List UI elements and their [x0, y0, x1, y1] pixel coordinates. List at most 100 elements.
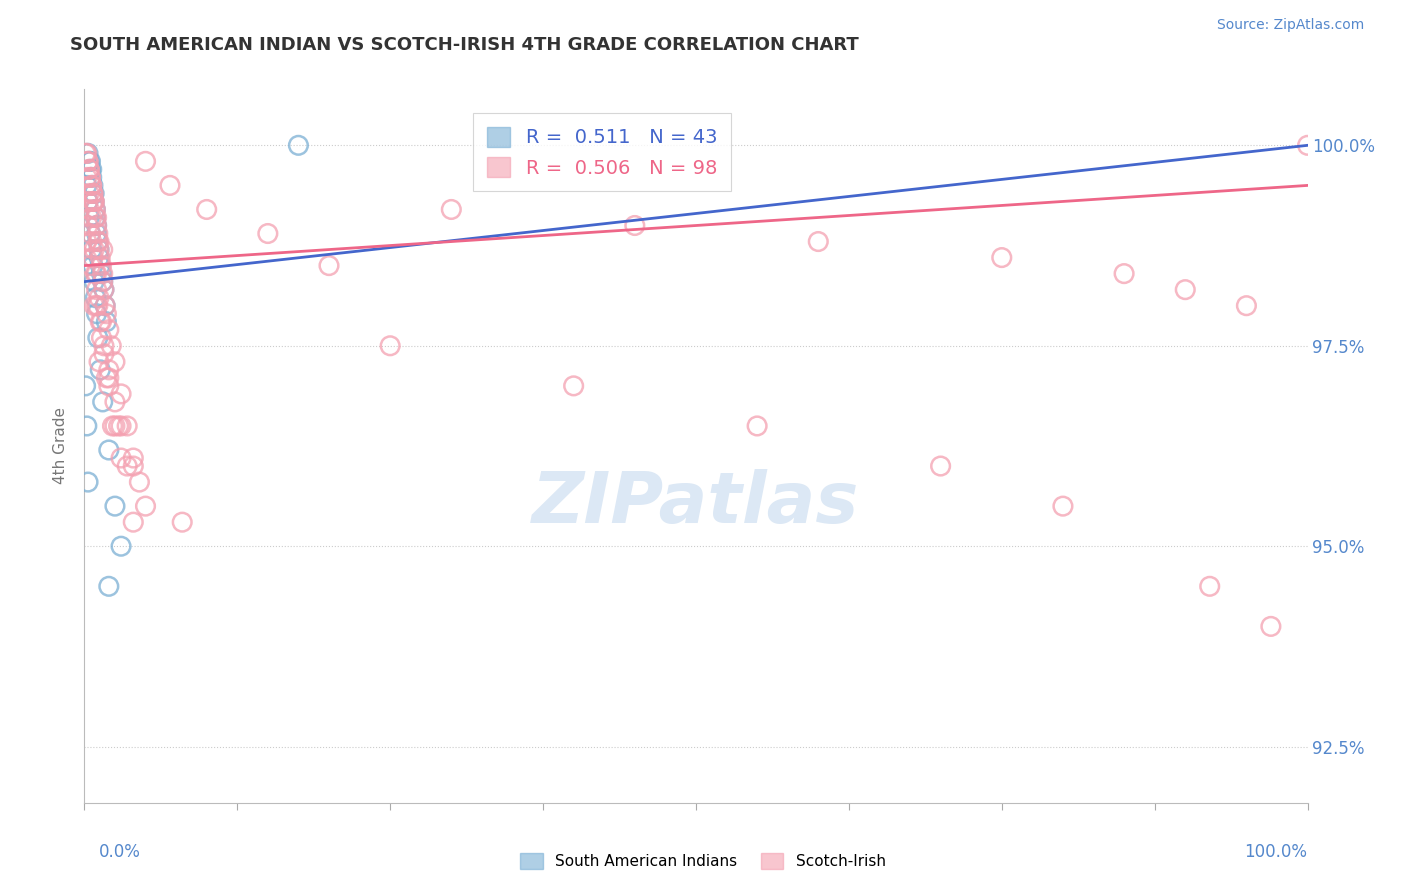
Point: [89, 259, 111, 273]
Point: [86, 219, 108, 233]
Point: [77, 194, 100, 209]
Point: [84, 202, 107, 217]
Point: [77, 162, 100, 177]
Point: [84, 211, 107, 225]
Point: [75, 379, 97, 393]
Point: [79, 170, 101, 185]
Point: [440, 202, 463, 217]
Point: [87, 235, 110, 249]
Point: [93, 283, 115, 297]
Point: [77, 202, 100, 217]
Point: [1296, 138, 1319, 153]
Point: [82, 194, 104, 209]
Point: [380, 339, 402, 353]
Point: [87, 355, 110, 369]
Point: [86, 211, 108, 225]
Point: [87, 291, 110, 305]
Point: [115, 419, 138, 434]
Point: [80, 162, 103, 177]
Point: [87, 235, 110, 249]
Point: [82, 186, 104, 201]
Point: [77, 194, 100, 209]
Point: [77, 186, 100, 201]
Point: [77, 154, 100, 169]
Text: 100.0%: 100.0%: [1244, 843, 1308, 861]
Point: [86, 219, 108, 233]
Point: [84, 211, 107, 225]
Point: [77, 475, 100, 489]
Point: [86, 299, 108, 313]
Point: [77, 154, 100, 169]
Point: [91, 267, 114, 281]
Point: [624, 219, 647, 233]
Point: [135, 154, 157, 169]
Point: [87, 299, 110, 313]
Text: SOUTH AMERICAN INDIAN VS SCOTCH-IRISH 4TH GRADE CORRELATION CHART: SOUTH AMERICAN INDIAN VS SCOTCH-IRISH 4T…: [70, 36, 859, 54]
Point: [257, 227, 280, 241]
Point: [90, 267, 112, 281]
Text: 0.0%: 0.0%: [98, 843, 141, 861]
Point: [89, 251, 111, 265]
Point: [101, 419, 124, 434]
Point: [86, 283, 108, 297]
Point: [318, 259, 340, 273]
Point: [87, 243, 110, 257]
Point: [83, 299, 105, 313]
Point: [83, 243, 105, 257]
Point: [79, 162, 101, 177]
Y-axis label: 4th Grade: 4th Grade: [53, 408, 69, 484]
Point: [110, 450, 132, 465]
Point: [104, 395, 127, 409]
Point: [83, 186, 105, 201]
Point: [80, 178, 103, 193]
Point: [75, 146, 97, 161]
Point: [87, 243, 110, 257]
Point: [79, 259, 101, 273]
Point: [97, 371, 120, 385]
Point: [79, 170, 101, 185]
Point: [77, 154, 100, 169]
Point: [110, 419, 132, 434]
Point: [94, 299, 117, 313]
Point: [87, 251, 110, 265]
Point: [76, 178, 98, 193]
Point: [929, 458, 952, 473]
Point: [83, 194, 105, 209]
Point: [1260, 619, 1282, 633]
Point: [135, 499, 157, 513]
Point: [77, 211, 100, 225]
Point: [84, 202, 107, 217]
Point: [1198, 579, 1220, 593]
Point: [172, 515, 194, 529]
Point: [80, 235, 103, 249]
Point: [86, 227, 108, 241]
Point: [159, 178, 181, 193]
Point: [110, 387, 132, 401]
Point: [77, 162, 100, 177]
Point: [87, 235, 110, 249]
Point: [96, 371, 118, 385]
Point: [86, 267, 108, 281]
Point: [80, 178, 103, 193]
Point: [82, 186, 104, 201]
Point: [80, 170, 103, 185]
Point: [91, 395, 114, 409]
Point: [83, 194, 105, 209]
Point: [80, 243, 103, 257]
Legend: South American Indians, Scotch-Irish: South American Indians, Scotch-Irish: [515, 847, 891, 875]
Point: [1174, 283, 1197, 297]
Point: [82, 259, 104, 273]
Point: [97, 442, 120, 457]
Point: [195, 202, 218, 217]
Point: [94, 299, 117, 313]
Point: [96, 307, 118, 321]
Point: [104, 419, 127, 434]
Text: ZIPatlas: ZIPatlas: [533, 468, 859, 538]
Point: [562, 379, 585, 393]
Point: [991, 251, 1014, 265]
Point: [82, 178, 104, 193]
Point: [93, 347, 115, 361]
Point: [87, 227, 110, 241]
Legend: R =  0.511   N = 43, R =  0.506   N = 98: R = 0.511 N = 43, R = 0.506 N = 98: [474, 113, 731, 191]
Point: [83, 275, 105, 289]
